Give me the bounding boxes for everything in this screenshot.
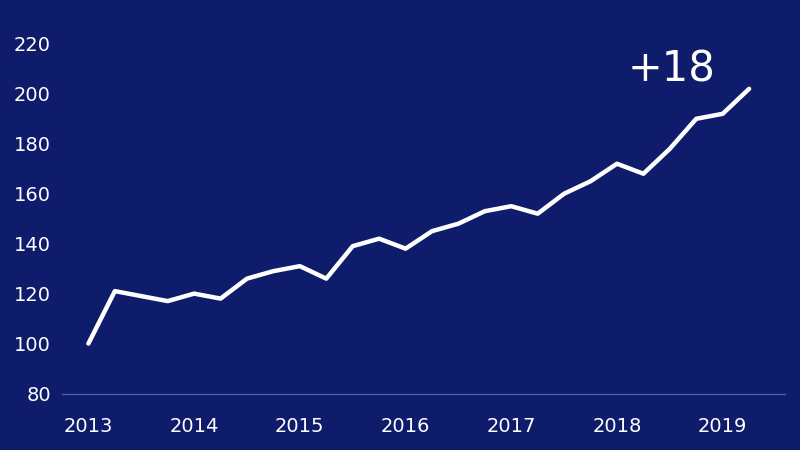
Text: +18: +18 [627, 49, 715, 91]
